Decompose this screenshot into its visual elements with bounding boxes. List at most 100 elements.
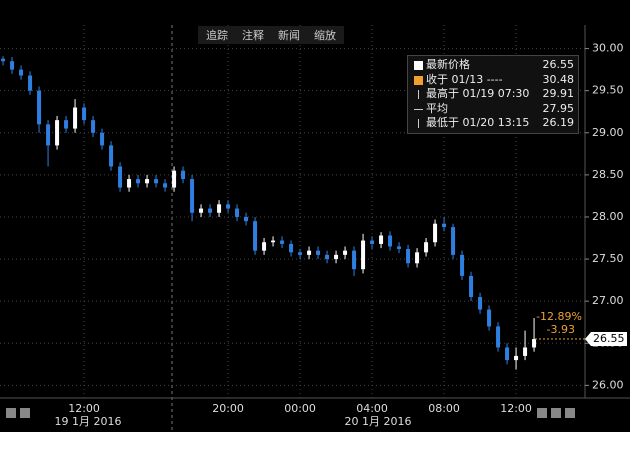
candle-body: [55, 120, 60, 146]
candle-body: [388, 235, 393, 247]
candle-body: [244, 216, 249, 222]
toolbar-button[interactable]: 新闻: [278, 29, 300, 42]
candle-body: [532, 339, 537, 348]
candle-body: [91, 120, 96, 133]
legend-label: 最高于 01/19 07:30: [426, 87, 530, 100]
candle-body: [325, 254, 330, 260]
candle-body: [100, 132, 105, 146]
candle-body: [271, 240, 276, 243]
date-label: 20 1月 2016: [345, 415, 412, 428]
candle-body: [406, 248, 411, 264]
legend-value: 30.48: [542, 72, 575, 86]
candle-body: [181, 170, 186, 180]
legend-value: 27.95: [542, 101, 575, 115]
legend-value: 29.91: [542, 87, 575, 100]
nav-button[interactable]: [551, 408, 561, 418]
x-tick-label: 00:00: [284, 402, 316, 415]
candle-body: [226, 204, 231, 209]
candle-body: [154, 179, 159, 184]
candle-body: [352, 250, 357, 270]
candle-body: [379, 235, 384, 244]
candle-body: [451, 227, 456, 255]
candle-body: [73, 107, 78, 129]
y-tick-label: 28.00: [592, 210, 624, 223]
candle-body: [127, 179, 132, 188]
legend-value: 26.55: [542, 58, 575, 71]
y-tick-label: 29.50: [592, 84, 624, 97]
candle-body: [514, 355, 519, 361]
legend-value: 26.19: [542, 116, 575, 129]
candle-body: [433, 223, 438, 243]
candle-body: [118, 166, 123, 188]
candle-body: [217, 204, 222, 213]
candle-body: [19, 69, 24, 76]
candle-body: [262, 242, 267, 251]
nav-button[interactable]: [6, 408, 16, 418]
candle-body: [469, 275, 474, 297]
candle-body: [289, 243, 294, 253]
candle-body: [334, 254, 339, 260]
candle-body: [487, 309, 492, 327]
date-label: 19 1月 2016: [55, 415, 122, 428]
nav-button[interactable]: [537, 408, 547, 418]
legend-row: 收于 01/13 ---- 30.48: [414, 72, 575, 88]
candle-body: [235, 208, 240, 217]
candle-body: [361, 240, 366, 270]
x-tick-label: 08:00: [428, 402, 460, 415]
last-price-tag: [585, 332, 627, 347]
change: -3.93: [547, 323, 575, 336]
candle-body: [199, 208, 204, 213]
candle-body: [424, 242, 429, 253]
candle-body: [523, 347, 528, 356]
candle-body: [370, 240, 375, 244]
candle-body: [163, 183, 168, 188]
x-tick-label: 20:00: [212, 402, 244, 415]
toolbar-button[interactable]: 追踪: [206, 29, 228, 42]
candle-body: [460, 254, 465, 276]
nav-button[interactable]: [565, 408, 575, 418]
candle-body: [478, 296, 483, 310]
candle-body: [190, 179, 195, 213]
candle-body: [1, 58, 6, 62]
legend-label: 平均: [426, 101, 448, 115]
x-tick-label: 12:00: [68, 402, 100, 415]
candle-body: [505, 347, 510, 361]
candle-body: [46, 124, 51, 146]
candle-body: [316, 250, 321, 255]
change-pct: -12.89%: [536, 310, 582, 323]
candle-body: [415, 252, 420, 264]
y-tick-label: 29.00: [592, 126, 624, 139]
y-tick-label: 28.50: [592, 168, 624, 181]
candle-body: [145, 179, 150, 184]
candle-body: [307, 250, 312, 255]
candle-body: [28, 75, 33, 91]
last-price-label: 26.55: [593, 332, 625, 345]
x-tick-label: 12:00: [500, 402, 532, 415]
candle-body: [496, 326, 501, 348]
y-tick-label: 27.50: [592, 252, 624, 265]
legend-row: 最高于 01/19 07:30 29.91: [418, 87, 575, 102]
nav-button[interactable]: [20, 408, 30, 418]
candle-body: [298, 252, 303, 255]
legend-row: 最低于 01/20 13:15 26.19: [418, 116, 575, 131]
candle-body: [10, 61, 15, 70]
candle-body: [280, 240, 285, 244]
candle-body: [109, 145, 114, 167]
candle-body: [64, 120, 69, 129]
legend-row: 平均 27.95: [414, 101, 575, 117]
candle-body: [136, 179, 141, 184]
candle-body: [343, 250, 348, 255]
toolbar-button[interactable]: 缩放: [314, 29, 336, 42]
toolbar: 追踪 注释 新闻 缩放: [198, 26, 344, 44]
y-tick-label: 30.00: [592, 42, 624, 55]
toolbar-button[interactable]: 注释: [242, 29, 264, 42]
candle-body: [253, 221, 258, 251]
legend-row: 最新价格 26.55: [414, 58, 575, 73]
y-tick-label: 26.00: [592, 378, 624, 391]
legend-label: 收于 01/13 ----: [426, 72, 503, 86]
x-tick-label: 04:00: [356, 402, 388, 415]
candle-body: [208, 208, 213, 213]
candle-body: [442, 223, 447, 228]
candle-body: [82, 107, 87, 121]
